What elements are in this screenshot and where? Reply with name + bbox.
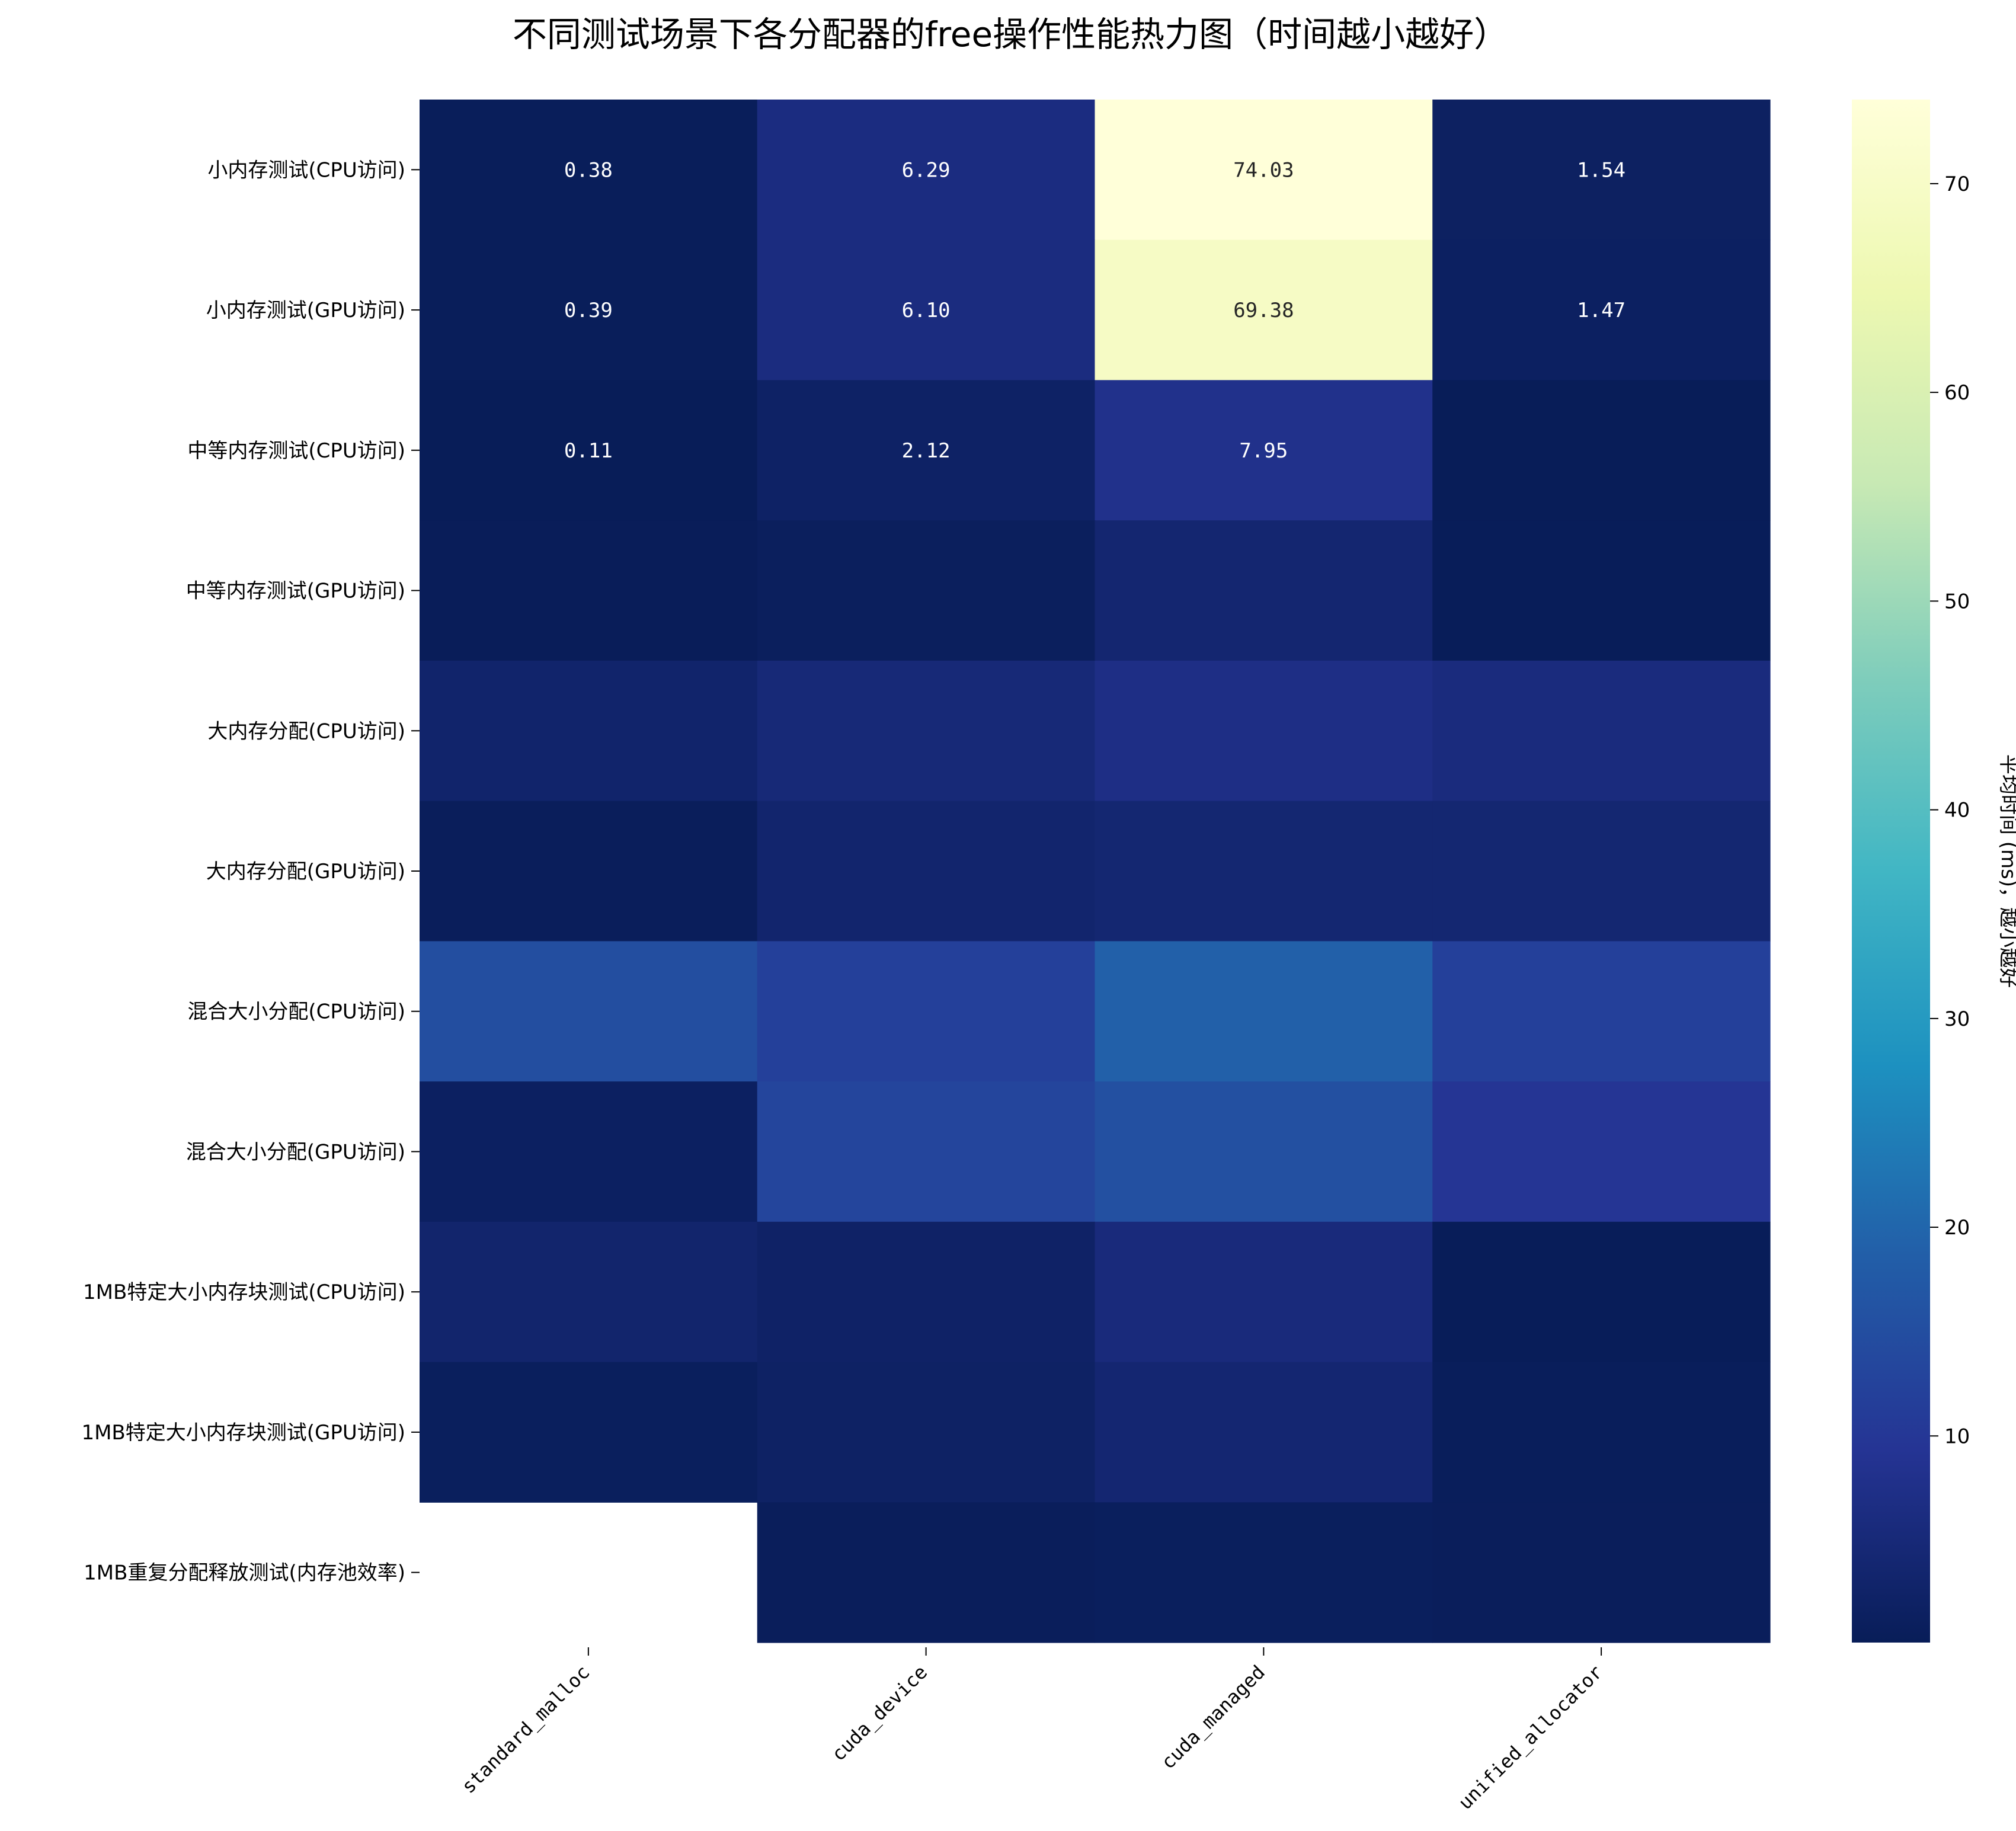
heatmap-cell (420, 100, 758, 241)
heatmap-cell (420, 660, 758, 802)
heatmap-cell (420, 380, 758, 521)
colorbar (1852, 100, 1930, 1643)
heatmap-cells (420, 100, 1771, 1643)
heatmap-cell (1432, 239, 1771, 381)
column-label: standard_malloc (457, 1661, 594, 1798)
heatmap-cell (420, 239, 758, 381)
heatmap-cell (1095, 1362, 1433, 1503)
heatmap-cell (1095, 520, 1433, 661)
colorbar-tick-label: 20 (1944, 1216, 1970, 1240)
cell-value-label: 1.47 (1577, 299, 1625, 322)
row-label: 中等内存测试(CPU访问) (187, 439, 405, 463)
cell-value-label: 7.95 (1239, 439, 1288, 463)
column-labels: standard_malloc cuda_device cuda_managed un… (457, 1647, 1607, 1814)
cell-value-label: 6.10 (902, 299, 951, 322)
column-label: cuda_managed (1157, 1661, 1269, 1774)
heatmap-cell (1095, 1221, 1433, 1363)
heatmap-cell (1432, 1362, 1771, 1503)
heatmap-cell (1095, 660, 1433, 802)
colorbar-tick-label: 70 (1944, 172, 1970, 196)
heatmap-cell (1095, 801, 1433, 942)
row-label: 混合大小分配(CPU访问) (187, 1000, 405, 1024)
heatmap-cell (1095, 380, 1433, 521)
colorbar-tick-label: 50 (1944, 590, 1970, 613)
heatmap-cell (757, 1362, 1096, 1503)
row-label: 1MB特定大小内存块测试(GPU访问) (81, 1421, 405, 1445)
chart-title: 不同测试场景下各分配器的free操作性能热力图（时间越小越好） (513, 14, 1508, 55)
heatmap-cell (420, 941, 758, 1082)
row-label: 小内存测试(GPU访问) (206, 299, 405, 322)
heatmap-cell (1432, 520, 1771, 661)
row-label: 中等内存测试(GPU访问) (186, 580, 405, 603)
heatmap-cell (1432, 941, 1771, 1082)
heatmap-cell (1432, 801, 1771, 942)
heatmap-cell (420, 1081, 758, 1222)
cell-value-label: 6.29 (902, 158, 951, 182)
heatmap-cell (420, 1221, 758, 1363)
cell-annotations: 0.38 6.29 74.03 1.54 0.39 6.10 69.38 1.47 0.11 2.… (564, 158, 1625, 462)
heatmap-cell (757, 1221, 1096, 1363)
heatmap-cell (757, 1502, 1096, 1643)
heatmap-cell (1432, 1221, 1771, 1363)
heatmap-cell (420, 1362, 758, 1503)
row-label: 大内存分配(GPU访问) (206, 860, 405, 884)
heatmap-cell (1095, 1502, 1433, 1643)
heatmap-cell (757, 660, 1096, 802)
colorbar-tick-label: 40 (1944, 799, 1970, 822)
colorbar-ticks: 10 20 30 40 50 60 70 (1930, 172, 1970, 1448)
colorbar-tick-label: 10 (1944, 1425, 1970, 1448)
row-label: 混合大小分配(GPU访问) (186, 1140, 405, 1164)
column-label: unified_allocator (1454, 1661, 1607, 1814)
heatmap-cell (757, 100, 1096, 241)
cell-value-label: 0.11 (564, 439, 613, 463)
row-label: 1MB重复分配释放测试(内存池效率) (84, 1561, 405, 1585)
heatmap-cell (757, 520, 1096, 661)
heatmap-cell (1432, 1081, 1771, 1222)
heatmap-cell (757, 380, 1096, 521)
cell-value-label: 2.12 (902, 439, 951, 463)
cell-value-label: 0.38 (564, 158, 613, 182)
heatmap-cell (1095, 1081, 1433, 1222)
heatmap-cell (1095, 239, 1433, 381)
heatmap-cell (1432, 1502, 1771, 1643)
row-label: 1MB特定大小内存块测试(CPU访问) (83, 1281, 405, 1304)
heatmap-cell (757, 941, 1096, 1082)
colorbar-label: 平均时间 (ms)，越小越好 (1996, 754, 2016, 988)
colorbar-tick-label: 30 (1944, 1007, 1970, 1031)
colorbar-tick-label: 60 (1944, 381, 1970, 405)
cell-value-label: 69.38 (1233, 299, 1294, 322)
heatmap-cell (757, 801, 1096, 942)
heatmap-cell (1432, 100, 1771, 241)
heatmap-cell (420, 801, 758, 942)
cell-value-label: 1.54 (1577, 158, 1625, 182)
heatmap-cell (757, 1081, 1096, 1222)
row-labels: 小内存测试(CPU访问) 小内存测试(GPU访问) 中等内存测试(CPU访问) 中等内… (81, 158, 420, 1585)
row-label: 小内存测试(CPU访问) (207, 158, 405, 182)
heatmap-cell (420, 520, 758, 661)
cell-value-label: 74.03 (1233, 158, 1294, 182)
heatmap-cell (1095, 100, 1433, 241)
heatmap-cell (1432, 380, 1771, 521)
row-label: 大内存分配(CPU访问) (207, 719, 405, 743)
heatmap-cell (757, 239, 1096, 381)
column-label: cuda_device (827, 1661, 932, 1766)
cell-value-label: 0.39 (564, 299, 613, 322)
heatmap-cell (1432, 660, 1771, 802)
heatmap-cell (1095, 941, 1433, 1082)
